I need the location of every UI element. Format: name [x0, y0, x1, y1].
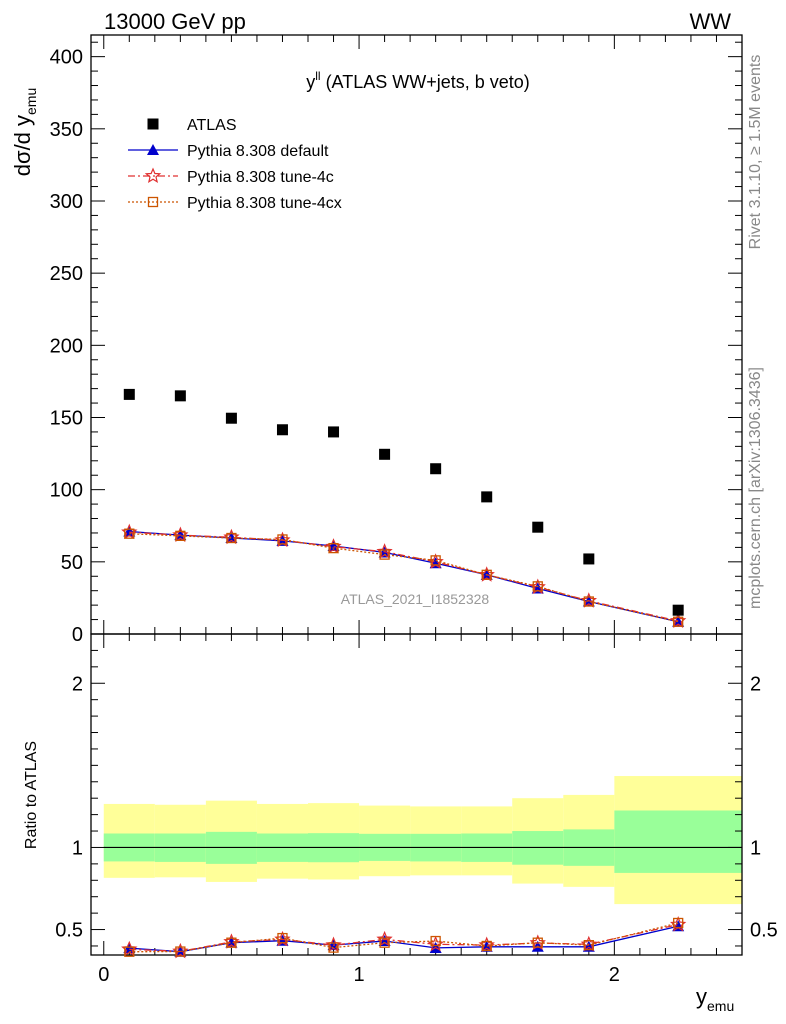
- data-point: [532, 581, 543, 592]
- x-tick-label: 2: [609, 964, 620, 986]
- ratio-y-label: Ratio to ATLAS: [23, 741, 40, 849]
- atlas-data-point: [481, 491, 493, 503]
- legend-marker: [147, 196, 159, 208]
- main-y-tick-label: 50: [61, 552, 83, 574]
- main-y-tick-label: 350: [50, 119, 83, 141]
- ratio-series-line: [129, 925, 679, 953]
- data-point: [226, 532, 237, 544]
- ratio-panel: 0 1 2 0.5 0.5 1 1 2 2: [55, 633, 778, 986]
- main-panel: 0 50 100 150 200 250 300 350 400: [50, 34, 743, 646]
- ratio-data-point: [672, 920, 685, 932]
- energy-label: 13000 GeV pp: [104, 9, 246, 34]
- plot-title-main: y: [306, 72, 315, 92]
- rivet-label: Rivet 3.1.10, ≥ 1.5M events: [747, 55, 764, 250]
- main-y-tick-label: 0: [72, 624, 83, 646]
- ratio-data-point: [673, 917, 684, 929]
- main-y-tick-label: 300: [50, 191, 83, 213]
- legend-label: ATLAS: [187, 117, 237, 134]
- ratio-y-tick-label: 1: [750, 837, 761, 859]
- legend-marker: [147, 144, 159, 155]
- x-tick-label: 0: [98, 964, 109, 986]
- data-point: [124, 528, 135, 539]
- analysis-watermark: ATLAS_2021_I1852328: [341, 591, 490, 607]
- atlas-data-point: [123, 388, 135, 400]
- ratio-y-tick-label: 0.5: [55, 920, 83, 942]
- data-point: [430, 555, 441, 566]
- ratio-data-point: [226, 937, 237, 948]
- main-y-tick-label: 400: [50, 47, 83, 69]
- plot-title: yll (ATLAS WW+jets, b veto): [306, 69, 530, 92]
- ratio-data-point: [328, 942, 339, 953]
- x-axis-label: yemu: [696, 984, 734, 1014]
- ratio-series-line: [129, 922, 679, 953]
- data-point: [277, 534, 288, 545]
- ratio-data-point: [481, 940, 492, 952]
- ratio-data-point: [430, 935, 441, 947]
- atlas-data-point: [532, 521, 544, 533]
- ratio-y-tick-label: 0.5: [750, 920, 778, 942]
- legend-label: Pythia 8.308 tune-4cx: [187, 195, 342, 212]
- data-point: [328, 542, 339, 554]
- mcplots-label: mcplots.cern.ch [arXiv:1306.3436]: [747, 367, 764, 609]
- series-line: [129, 530, 679, 623]
- main-y-label-sub: emu: [23, 88, 39, 115]
- x-tick-label: 1: [353, 964, 364, 986]
- ratio-y-tick-label: 2: [72, 673, 83, 695]
- atlas-data-point: [276, 424, 288, 436]
- legend-label: Pythia 8.308 tune-4c: [187, 169, 334, 186]
- atlas-data-point: [328, 426, 340, 438]
- data-point: [379, 549, 390, 560]
- series-line: [129, 531, 679, 622]
- legend-marker: [147, 118, 159, 130]
- ratio-data-point: [583, 939, 594, 951]
- ratio-data-point: [378, 935, 391, 947]
- legend-label: Pythia 8.308 default: [187, 143, 329, 160]
- ratio-y-tick-label: 1: [72, 837, 83, 859]
- main-y-tick-label: 100: [50, 480, 83, 502]
- data-point: [481, 569, 492, 580]
- main-y-tick-label: 150: [50, 407, 83, 429]
- ratio-data-point: [480, 940, 493, 952]
- ratio-data-point: [277, 932, 288, 944]
- legend-marker: [144, 167, 162, 183]
- process-label: WW: [689, 9, 731, 34]
- atlas-data-point: [583, 553, 595, 565]
- data-point: [583, 596, 594, 607]
- ratio-data-point: [379, 937, 390, 948]
- x-axis-label-main: y: [696, 984, 707, 1009]
- plot-title-rest: (ATLAS WW+jets, b veto): [321, 72, 530, 92]
- main-y-tick-label: 200: [50, 335, 83, 357]
- main-y-label: dσ/d yemu: [10, 88, 39, 177]
- ratio-y-tick-label: 2: [750, 673, 761, 695]
- ratio-data-point: [124, 946, 135, 957]
- uncertainty-band-inner: [614, 810, 742, 873]
- atlas-data-point: [174, 390, 186, 402]
- atlas-data-point: [379, 448, 391, 460]
- x-axis-label-sub: emu: [707, 998, 734, 1014]
- main-y-label-main: dσ/d y: [10, 115, 35, 176]
- ratio-data-point: [532, 937, 543, 948]
- atlas-data-point: [672, 604, 684, 616]
- main-y-tick-label: 250: [50, 263, 83, 285]
- plot-title-sup: ll: [315, 69, 320, 83]
- data-point: [175, 530, 186, 542]
- data-point: [673, 616, 684, 627]
- ratio-series-line: [129, 923, 679, 953]
- ratio-data-point: [175, 946, 186, 957]
- atlas-data-point: [225, 412, 237, 424]
- series-line: [129, 533, 679, 623]
- atlas-data-point: [430, 463, 442, 475]
- ratio-frame: [90, 633, 743, 956]
- legend: ATLAS Pythia 8.308 default Pythia 8.308 tu…: [128, 117, 342, 212]
